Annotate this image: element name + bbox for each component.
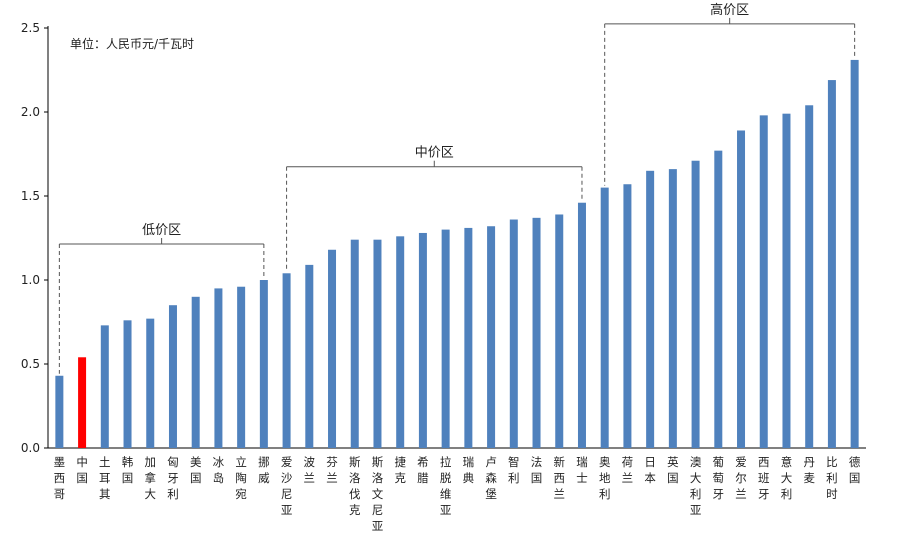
x-tick-label: 新西兰 bbox=[554, 455, 566, 501]
x-tick-label: 美国 bbox=[190, 455, 202, 485]
bar bbox=[441, 229, 450, 448]
x-tick-label: 捷克 bbox=[394, 455, 406, 485]
bar bbox=[555, 214, 564, 448]
x-tick-label: 荷兰 bbox=[622, 455, 634, 485]
y-tick-label: 1.5 bbox=[21, 189, 40, 203]
x-tick-label: 西班牙 bbox=[758, 455, 770, 501]
x-tick-label: 澳大利亚 bbox=[690, 455, 702, 517]
x-tick-label: 韩国 bbox=[122, 455, 134, 485]
bar bbox=[305, 264, 314, 448]
bar bbox=[237, 286, 246, 448]
y-tick-label: 0.0 bbox=[21, 441, 40, 455]
x-tick-label: 立陶宛 bbox=[235, 455, 247, 501]
bar bbox=[168, 305, 177, 448]
bar bbox=[714, 150, 723, 448]
x-tick-label: 墨西哥 bbox=[54, 455, 66, 501]
x-tick-label: 瑞士 bbox=[576, 455, 588, 485]
bar bbox=[55, 375, 64, 448]
bar bbox=[509, 219, 518, 448]
x-tick-label: 法国 bbox=[531, 455, 543, 485]
bar bbox=[759, 115, 768, 449]
bar bbox=[259, 280, 268, 448]
bar bbox=[487, 226, 496, 448]
bar bbox=[282, 273, 291, 448]
bar bbox=[600, 187, 609, 448]
bar bbox=[418, 232, 427, 448]
bar bbox=[214, 288, 223, 448]
x-tick-label: 希腊 bbox=[417, 455, 429, 485]
x-tick-label: 卢森堡 bbox=[485, 455, 497, 501]
y-tick-label: 2.0 bbox=[21, 105, 40, 119]
zone-bracket: 高价区 bbox=[604, 2, 856, 186]
bar bbox=[850, 59, 859, 449]
x-tick-label: 丹麦 bbox=[803, 455, 815, 485]
bars bbox=[55, 59, 859, 449]
x-tick-label: 葡萄牙 bbox=[713, 455, 725, 501]
x-tick-label: 芬兰 bbox=[326, 455, 338, 485]
price-zones: 低价区 中价区 高价区 bbox=[58, 2, 856, 374]
bar bbox=[691, 160, 700, 448]
bar bbox=[396, 236, 405, 448]
bar bbox=[782, 113, 791, 449]
y-axis: 0.0 0.5 1.0 1.5 2.0 2.5 bbox=[21, 21, 866, 455]
zone-label: 高价区 bbox=[710, 2, 749, 18]
x-tick-label: 匈牙利 bbox=[167, 455, 179, 501]
x-tick-label: 智利 bbox=[508, 455, 520, 485]
bar bbox=[328, 249, 337, 448]
bar bbox=[737, 130, 746, 449]
bar bbox=[577, 202, 586, 448]
bar bbox=[668, 169, 677, 448]
x-tick-label: 冰岛 bbox=[213, 455, 225, 485]
x-tick-label: 意大利 bbox=[781, 455, 793, 501]
zone-bracket: 中价区 bbox=[286, 146, 583, 272]
x-tick-label: 奥地利 bbox=[599, 455, 611, 501]
bar bbox=[191, 296, 200, 448]
x-tick-label: 爱尔兰 bbox=[735, 455, 747, 501]
bar bbox=[532, 217, 541, 448]
x-tick-label: 波兰 bbox=[304, 455, 316, 485]
zone-bracket: 低价区 bbox=[58, 223, 265, 374]
x-tick-label: 爱沙尼亚 bbox=[281, 455, 293, 517]
x-tick-label: 中国 bbox=[76, 455, 88, 485]
zone-label: 中价区 bbox=[415, 146, 454, 161]
x-tick-label: 英国 bbox=[667, 455, 679, 485]
bar bbox=[827, 80, 836, 448]
x-axis-labels: 墨西哥中国土耳其韩国加拿大匈牙利美国冰岛立陶宛挪威爱沙尼亚波兰芬兰斯洛伐克斯洛文… bbox=[54, 455, 861, 533]
x-tick-label: 土耳其 bbox=[99, 455, 111, 501]
bar bbox=[464, 227, 473, 448]
x-tick-label: 拉脱维亚 bbox=[440, 455, 452, 517]
x-tick-label: 加拿大 bbox=[145, 455, 157, 501]
unit-label: 单位：人民币元/千瓦时 bbox=[70, 36, 194, 51]
x-tick-label: 挪威 bbox=[258, 455, 270, 485]
bar bbox=[123, 320, 132, 448]
y-tick-label: 0.5 bbox=[21, 357, 40, 371]
bar bbox=[805, 105, 814, 448]
bar bbox=[646, 170, 655, 449]
x-tick-label: 瑞典 bbox=[463, 455, 475, 485]
y-tick-label: 2.5 bbox=[21, 21, 40, 35]
bar bbox=[78, 357, 87, 448]
bar bbox=[373, 239, 382, 448]
y-tick-label: 1.0 bbox=[21, 273, 40, 287]
bar bbox=[623, 184, 632, 449]
x-tick-label: 日本 bbox=[644, 455, 656, 485]
x-tick-label: 斯洛伐克 bbox=[349, 455, 361, 517]
x-tick-label: 比利时 bbox=[826, 455, 838, 501]
bar bbox=[350, 239, 359, 448]
bar bbox=[146, 318, 155, 448]
x-tick-label: 德国 bbox=[849, 455, 861, 485]
zone-label: 低价区 bbox=[142, 223, 181, 238]
bar bbox=[100, 325, 109, 448]
x-tick-label: 斯洛文尼亚 bbox=[372, 455, 384, 533]
